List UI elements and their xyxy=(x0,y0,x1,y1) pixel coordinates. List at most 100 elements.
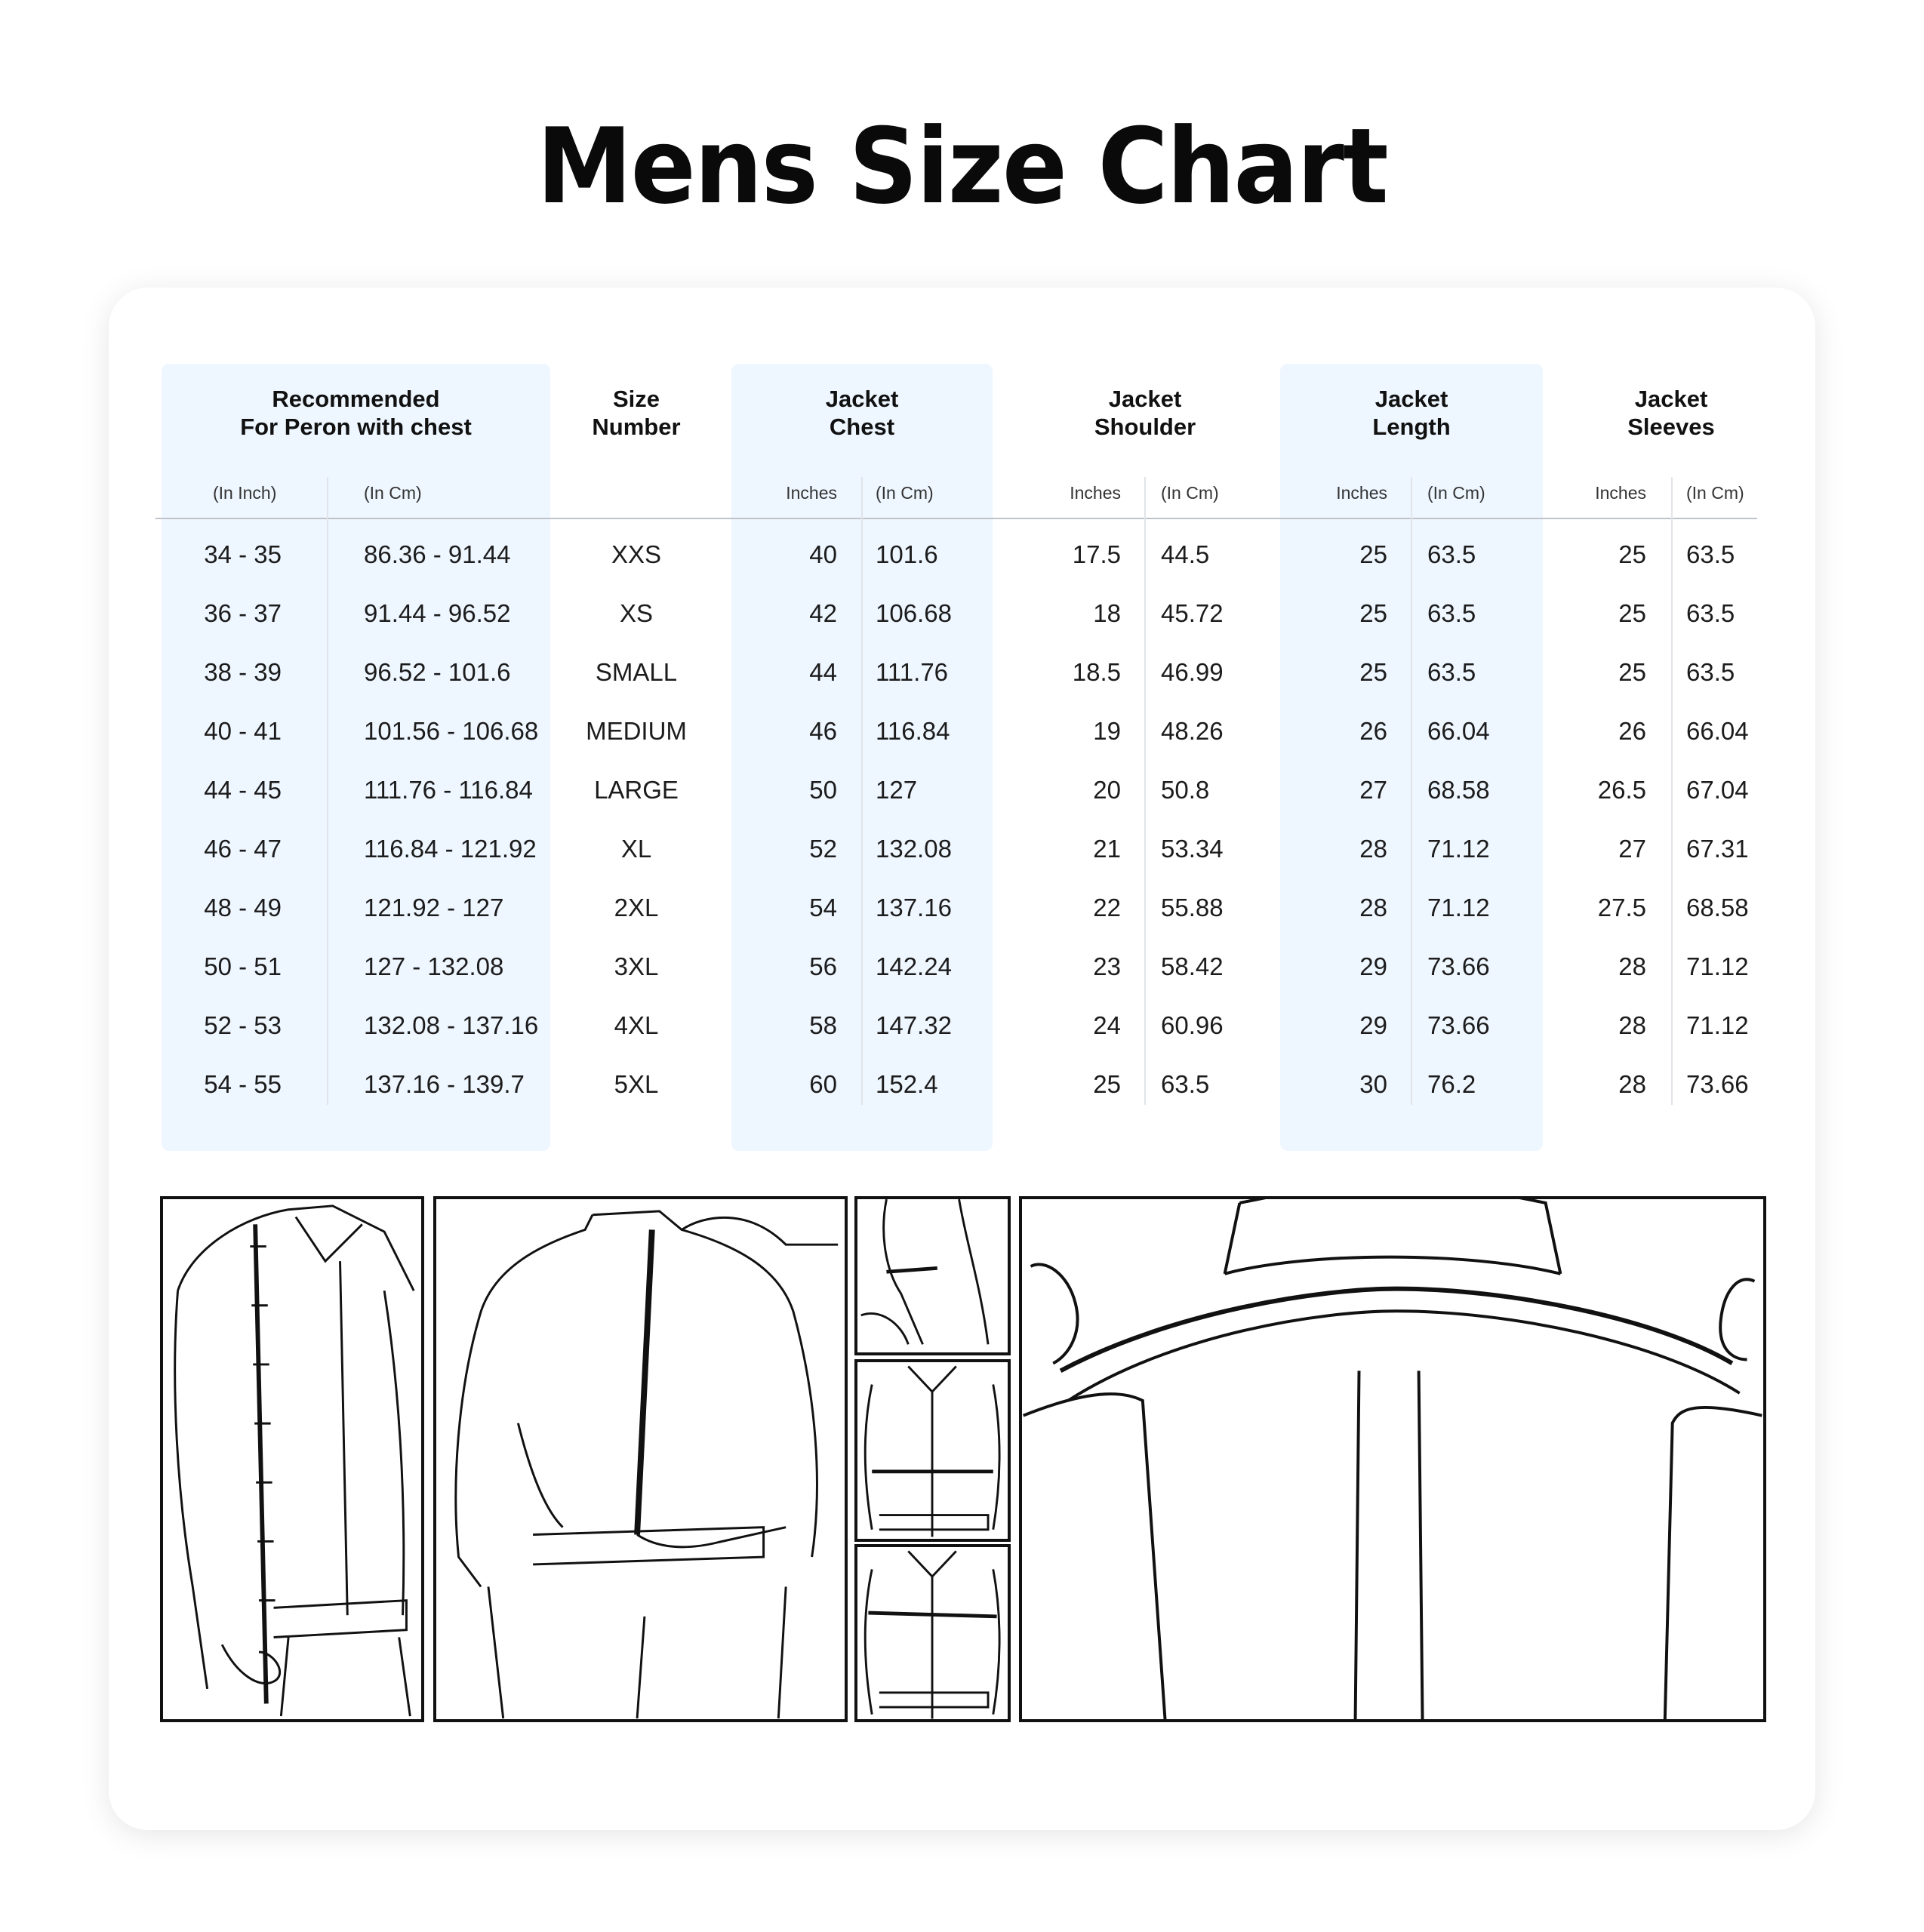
subheader-length-cm: (In Cm) xyxy=(1427,483,1485,503)
cell-jacket-chest-inches: 50 xyxy=(809,776,837,804)
cell-jacket-chest-cm: 142.24 xyxy=(876,952,952,980)
cell-shoulder-cm: 45.72 xyxy=(1161,599,1224,627)
cell-size: XS xyxy=(619,599,654,627)
subheader-length-inches: Inches xyxy=(1336,483,1387,503)
shade-recommended xyxy=(162,364,550,1151)
cell-jacket-chest-inches: 44 xyxy=(809,658,837,686)
cell-chest-cm: 96.52 - 101.6 xyxy=(364,658,511,686)
cell-shoulder-cm: 44.5 xyxy=(1161,540,1210,568)
cell-length-inches: 28 xyxy=(1359,894,1387,921)
cell-chest-inches: 38 - 39 xyxy=(204,658,282,686)
subheader-rec-cm: (In Cm) xyxy=(364,483,422,503)
cell-chest-cm: 86.36 - 91.44 xyxy=(364,540,511,568)
cell-length-inches: 28 xyxy=(1359,835,1387,863)
cell-sleeves-inches: 28 xyxy=(1618,1011,1646,1039)
waist-illustration xyxy=(854,1359,1011,1542)
cell-length-inches: 29 xyxy=(1359,1011,1387,1039)
cell-size: MEDIUM xyxy=(586,717,687,745)
cell-jacket-chest-inches: 54 xyxy=(809,894,837,921)
cell-jacket-chest-inches: 52 xyxy=(809,835,837,863)
cell-sleeves-cm: 63.5 xyxy=(1686,540,1735,568)
cell-length-cm: 68.58 xyxy=(1427,776,1490,804)
cell-length-inches: 26 xyxy=(1359,717,1387,745)
header-divider xyxy=(155,518,1757,519)
cell-chest-inches: 48 - 49 xyxy=(204,894,282,921)
cell-sleeves-cm: 63.5 xyxy=(1686,599,1735,627)
cell-shoulder-inches: 18.5 xyxy=(1072,658,1121,686)
cell-jacket-chest-inches: 42 xyxy=(809,599,837,627)
cell-length-cm: 63.5 xyxy=(1427,658,1476,686)
cell-size: 3XL xyxy=(614,952,659,980)
cell-jacket-chest-inches: 58 xyxy=(809,1011,837,1039)
cell-sleeves-inches: 27.5 xyxy=(1597,894,1646,921)
cell-size: XL xyxy=(620,835,652,863)
header-shoulder: Jacket Shoulder xyxy=(1094,386,1196,440)
cell-length-cm: 71.12 xyxy=(1427,835,1490,863)
column-divider xyxy=(1671,477,1673,1105)
chest-illustration xyxy=(854,1544,1011,1722)
cell-length-inches: 27 xyxy=(1359,776,1387,804)
cell-sleeves-cm: 66.04 xyxy=(1686,717,1749,745)
cell-size: 2XL xyxy=(614,894,659,921)
cell-chest-cm: 137.16 - 139.7 xyxy=(364,1070,525,1098)
cell-jacket-chest-inches: 60 xyxy=(809,1070,837,1098)
cell-length-inches: 25 xyxy=(1359,599,1387,627)
cell-shoulder-inches: 24 xyxy=(1093,1011,1121,1039)
subheader-sleeves-inches: Inches xyxy=(1595,483,1646,503)
cell-length-cm: 63.5 xyxy=(1427,540,1476,568)
cell-sleeves-cm: 73.66 xyxy=(1686,1070,1749,1098)
cell-sleeves-inches: 26.5 xyxy=(1597,776,1646,804)
cell-chest-inches: 40 - 41 xyxy=(204,717,282,745)
cell-chest-inches: 46 - 47 xyxy=(204,835,282,863)
cell-sleeves-inches: 25 xyxy=(1618,599,1646,627)
subheader-chest-cm: (In Cm) xyxy=(876,483,934,503)
header-sleeves: Jacket Sleeves xyxy=(1627,386,1715,440)
cell-jacket-chest-inches: 56 xyxy=(809,952,837,980)
subheader-rec-inch: (In Inch) xyxy=(213,483,277,503)
cell-shoulder-cm: 46.99 xyxy=(1161,658,1224,686)
cell-size: 5XL xyxy=(614,1070,659,1098)
cell-shoulder-inches: 18 xyxy=(1093,599,1121,627)
cell-jacket-chest-cm: 127 xyxy=(876,776,918,804)
cell-jacket-chest-cm: 132.08 xyxy=(876,835,952,863)
cell-chest-cm: 91.44 - 96.52 xyxy=(364,599,511,627)
cell-shoulder-inches: 22 xyxy=(1093,894,1121,921)
cell-length-cm: 71.12 xyxy=(1427,894,1490,921)
header-recommended: Recommended For Peron with chest xyxy=(240,386,472,440)
cell-length-cm: 73.66 xyxy=(1427,1011,1490,1039)
cell-sleeves-cm: 67.04 xyxy=(1686,776,1749,804)
cell-length-inches: 25 xyxy=(1359,658,1387,686)
cell-size: XXS xyxy=(611,540,662,568)
cell-shoulder-inches: 25 xyxy=(1093,1070,1121,1098)
cell-shoulder-cm: 63.5 xyxy=(1161,1070,1210,1098)
cell-chest-inches: 36 - 37 xyxy=(204,599,282,627)
subheader-sleeves-cm: (In Cm) xyxy=(1686,483,1744,503)
column-divider xyxy=(1411,477,1412,1105)
cell-length-inches: 30 xyxy=(1359,1070,1387,1098)
cell-shoulder-inches: 20 xyxy=(1093,776,1121,804)
cell-sleeves-inches: 25 xyxy=(1618,540,1646,568)
cell-shoulder-cm: 50.8 xyxy=(1161,776,1210,804)
cell-shoulder-inches: 17.5 xyxy=(1072,540,1121,568)
cell-shoulder-cm: 53.34 xyxy=(1161,835,1224,863)
header-length: Jacket Length xyxy=(1372,386,1451,440)
cell-length-cm: 66.04 xyxy=(1427,717,1490,745)
cell-chest-cm: 101.56 - 106.68 xyxy=(364,717,539,745)
cell-chest-cm: 132.08 - 137.16 xyxy=(364,1011,539,1039)
back-length-illustration xyxy=(433,1196,848,1722)
sleeve-illustration xyxy=(854,1196,1011,1355)
cell-chest-cm: 121.92 - 127 xyxy=(364,894,504,921)
cell-sleeves-inches: 28 xyxy=(1618,1070,1646,1098)
cell-chest-inches: 34 - 35 xyxy=(204,540,282,568)
cell-chest-cm: 111.76 - 116.84 xyxy=(364,776,533,804)
cell-length-cm: 63.5 xyxy=(1427,599,1476,627)
cell-jacket-chest-cm: 106.68 xyxy=(876,599,952,627)
cell-sleeves-inches: 28 xyxy=(1618,952,1646,980)
cell-shoulder-cm: 55.88 xyxy=(1161,894,1224,921)
cell-sleeves-inches: 26 xyxy=(1618,717,1646,745)
cell-shoulder-inches: 23 xyxy=(1093,952,1121,980)
subheader-shoulder-cm: (In Cm) xyxy=(1161,483,1219,503)
column-divider xyxy=(1144,477,1146,1105)
cell-chest-inches: 52 - 53 xyxy=(204,1011,282,1039)
cell-chest-inches: 50 - 51 xyxy=(204,952,282,980)
